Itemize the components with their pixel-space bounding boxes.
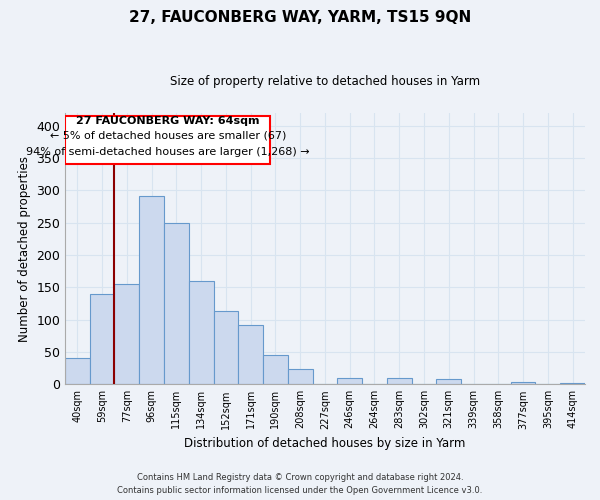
FancyBboxPatch shape <box>65 116 271 164</box>
Y-axis label: Number of detached properties: Number of detached properties <box>17 156 31 342</box>
Text: 94% of semi-detached houses are larger (1,268) →: 94% of semi-detached houses are larger (… <box>26 146 310 156</box>
X-axis label: Distribution of detached houses by size in Yarm: Distribution of detached houses by size … <box>184 437 466 450</box>
Bar <box>115 284 139 384</box>
Bar <box>436 379 461 384</box>
Text: 27, FAUCONBERG WAY, YARM, TS15 9QN: 27, FAUCONBERG WAY, YARM, TS15 9QN <box>129 10 471 25</box>
Bar <box>238 325 263 384</box>
Bar <box>214 312 238 384</box>
Bar <box>164 222 189 384</box>
Bar <box>89 294 115 384</box>
Bar <box>139 196 164 384</box>
Bar <box>560 383 585 384</box>
Bar <box>387 378 412 384</box>
Bar <box>65 358 89 384</box>
Bar <box>189 281 214 384</box>
Bar <box>263 354 288 384</box>
Text: ← 5% of detached houses are smaller (67): ← 5% of detached houses are smaller (67) <box>50 130 286 140</box>
Bar <box>288 369 313 384</box>
Text: Contains HM Land Registry data © Crown copyright and database right 2024.
Contai: Contains HM Land Registry data © Crown c… <box>118 473 482 495</box>
Title: Size of property relative to detached houses in Yarm: Size of property relative to detached ho… <box>170 75 480 88</box>
Bar <box>511 382 535 384</box>
Bar <box>337 378 362 384</box>
Text: 27 FAUCONBERG WAY: 64sqm: 27 FAUCONBERG WAY: 64sqm <box>76 116 259 126</box>
